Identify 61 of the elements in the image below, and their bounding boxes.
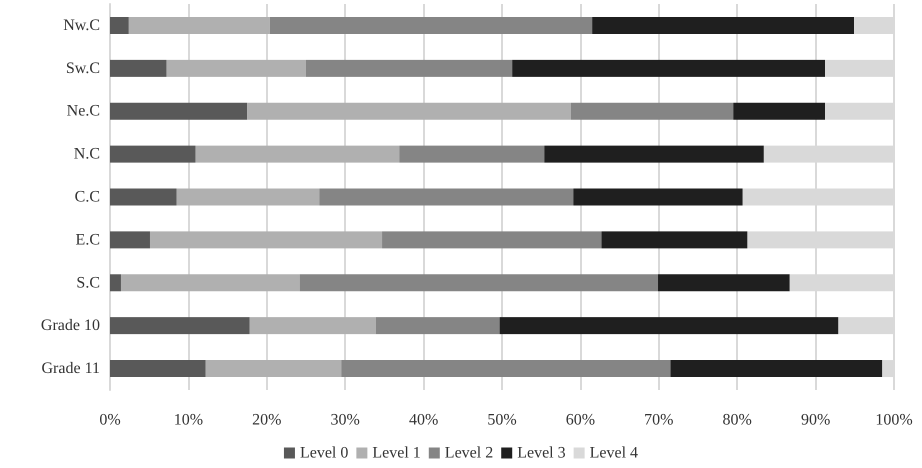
- bar: [573, 188, 743, 206]
- legend-label: Level 2: [444, 444, 494, 462]
- bar: [176, 188, 320, 206]
- bar: [500, 317, 838, 334]
- bar: [247, 102, 571, 120]
- bar: [110, 188, 177, 206]
- bar: [110, 274, 121, 292]
- bar: [110, 16, 129, 34]
- bar: [128, 16, 270, 34]
- bar: [120, 274, 300, 292]
- y-tick-label: E.C: [76, 231, 100, 248]
- bar: [319, 188, 574, 206]
- bar: [658, 274, 790, 292]
- y-tick-label: N.C: [74, 146, 100, 163]
- x-tick-label: 70%: [644, 412, 674, 428]
- bar: [306, 60, 512, 77]
- x-tick-label: 50%: [487, 412, 517, 428]
- legend-label: Level 3: [517, 444, 566, 462]
- x-tick-label: 0%: [99, 412, 121, 428]
- y-tick-label: Grade 11: [42, 360, 100, 378]
- bar: [512, 60, 826, 77]
- bar: [544, 146, 764, 163]
- bar: [166, 60, 306, 77]
- bar: [110, 317, 250, 334]
- y-tick-label: Nw.C: [63, 16, 100, 34]
- y-tick-label: Sw.C: [66, 60, 100, 77]
- bar: [206, 360, 342, 378]
- y-tick-label: C.C: [74, 188, 100, 206]
- legend-label: Level 1: [372, 444, 421, 462]
- legend-label: Level 0: [300, 444, 348, 462]
- bar: [399, 146, 544, 163]
- bar: [376, 317, 500, 334]
- y-tick-label: Grade 10: [40, 317, 100, 334]
- y-tick-label: S.C: [76, 274, 100, 292]
- x-tick-label: 100%: [875, 412, 913, 428]
- bar: [110, 60, 166, 77]
- bar: [341, 360, 671, 378]
- x-tick-label: 60%: [566, 412, 596, 428]
- bar: [150, 231, 382, 248]
- bar: [195, 146, 400, 163]
- bar: [570, 102, 734, 120]
- x-tick-label: 30%: [330, 412, 360, 428]
- legend-label: Level 4: [590, 444, 638, 462]
- x-tick-label: 20%: [252, 412, 282, 428]
- y-tick-label: Ne.C: [66, 102, 100, 120]
- bar: [733, 102, 826, 120]
- x-tick-label: 40%: [408, 412, 438, 428]
- bar: [670, 360, 882, 378]
- bar: [110, 146, 196, 163]
- bar: [300, 274, 658, 292]
- bar: [382, 231, 602, 248]
- x-tick-label: 80%: [722, 412, 752, 428]
- bar: [592, 16, 854, 34]
- x-tick-label: 90%: [800, 412, 830, 428]
- bar: [250, 317, 376, 334]
- x-tick-label: 10%: [174, 412, 204, 428]
- bar: [110, 102, 248, 120]
- bar: [602, 231, 748, 248]
- bar: [110, 231, 150, 248]
- bar: [270, 16, 592, 34]
- bar: [110, 360, 206, 378]
